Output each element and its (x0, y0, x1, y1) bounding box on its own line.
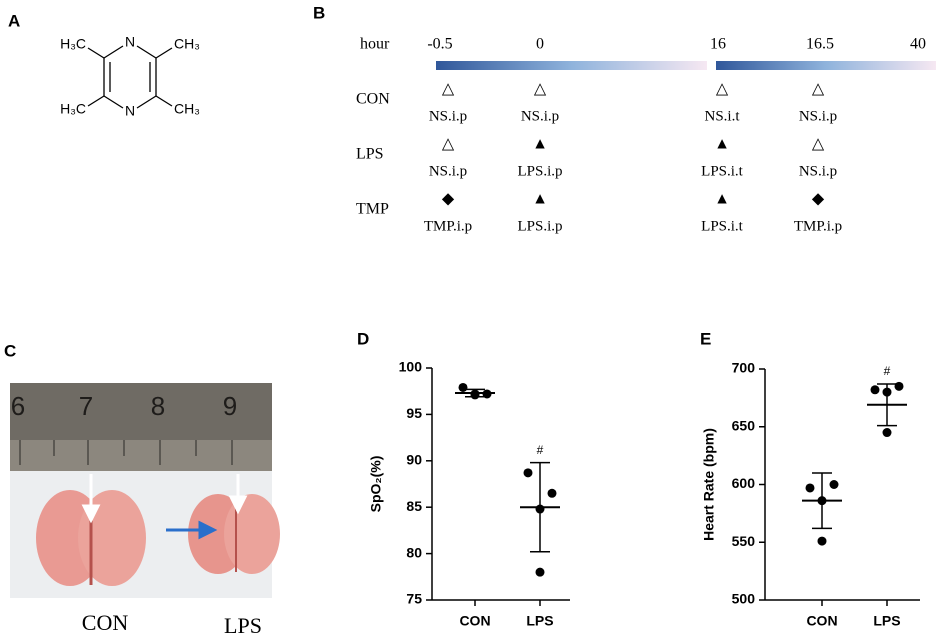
y-tick-label: 650 (732, 417, 756, 433)
group-label: CH₃ (174, 36, 200, 52)
photo-caption: CON (82, 610, 129, 635)
pyrazine-structure (87, 45, 173, 109)
data-point (535, 567, 545, 577)
atom-label: N (125, 103, 135, 119)
data-point (535, 504, 545, 514)
atom-label: N (125, 34, 135, 50)
panel-label: A (8, 11, 20, 30)
data-point (523, 468, 533, 478)
data-point (805, 483, 815, 493)
y-axis-label: Heart Rate (bpm) (701, 428, 717, 541)
row-label: CON (356, 91, 390, 108)
ruler-label: 7 (79, 391, 93, 421)
panel-label: C (4, 341, 16, 360)
y-tick-label: 90 (406, 452, 422, 468)
event-label: NS.i.t (704, 108, 740, 124)
data-point (482, 389, 492, 399)
event-symbol: ◆ (812, 191, 825, 208)
time-label: 16 (710, 36, 726, 53)
y-tick-label: 700 (732, 360, 756, 376)
ruler-label: 6 (11, 391, 25, 421)
event-label: TMP.i.p (794, 218, 842, 234)
dot-plot: 75 80 85 90 95 100 SpO₂(%) CON LPS # (368, 359, 570, 629)
lung-photo (10, 383, 280, 598)
y-axis-label: SpO₂(%) (368, 456, 384, 513)
panel-label: E (700, 329, 711, 348)
axis-label: hour (360, 36, 390, 53)
event-symbol: ▲ (532, 136, 548, 153)
event-label: LPS.i.p (517, 218, 562, 234)
event-symbol: △ (534, 81, 547, 98)
event-symbol: △ (442, 136, 455, 153)
annotation: # (884, 364, 891, 378)
time-label: 16.5 (806, 36, 834, 53)
y-tick-label: 500 (732, 591, 756, 607)
event-label: NS.i.p (521, 108, 559, 124)
event-symbol: ▲ (532, 191, 548, 208)
event-label: NS.i.p (799, 163, 837, 179)
y-tick-label: 80 (406, 544, 422, 560)
photo-caption: LPS (224, 613, 262, 638)
row-label: LPS (356, 146, 384, 163)
data-point (547, 488, 557, 498)
x-tick-label: CON (459, 613, 490, 629)
data-point (894, 381, 904, 391)
data-point (817, 536, 827, 546)
group-label: H₃C (60, 101, 86, 117)
event-symbol: △ (442, 81, 455, 98)
group-label: H₃C (60, 36, 86, 52)
panel-label: B (313, 3, 325, 22)
annotation: # (537, 443, 544, 457)
ruler-label: 8 (151, 391, 165, 421)
event-symbol: ▲ (714, 191, 730, 208)
event-label: NS.i.p (429, 163, 467, 179)
event-label: LPS.i.t (701, 163, 744, 179)
group-label: CH₃ (174, 101, 200, 117)
event-symbol: ▲ (714, 136, 730, 153)
time-label: -0.5 (427, 36, 452, 53)
event-symbol: △ (812, 136, 825, 153)
time-label: 40 (910, 36, 926, 53)
x-tick-label: CON (806, 613, 837, 629)
y-tick-label: 550 (732, 533, 756, 549)
data-point (882, 428, 892, 438)
event-label: LPS.i.p (517, 163, 562, 179)
event-label: NS.i.p (799, 108, 837, 124)
ruler-label: 9 (223, 391, 237, 421)
y-tick-label: 75 (406, 591, 422, 607)
data-point (870, 385, 880, 395)
data-point (470, 389, 480, 399)
y-tick-label: 85 (406, 498, 422, 514)
dot-plot: 500 550 600 650 700 Heart Rate (bpm) CON LPS # (701, 360, 920, 629)
y-tick-label: 95 (406, 405, 422, 421)
data-point (882, 387, 892, 397)
time-bar (436, 61, 707, 70)
x-tick-label: LPS (873, 613, 900, 629)
x-tick-label: LPS (526, 613, 553, 629)
event-symbol: ◆ (442, 191, 455, 208)
data-point (817, 496, 827, 506)
y-tick-label: 100 (399, 359, 423, 375)
event-symbol: △ (716, 81, 729, 98)
event-label: NS.i.p (429, 108, 467, 124)
time-label: 0 (536, 36, 544, 53)
event-symbol: △ (812, 81, 825, 98)
row-label: TMP (356, 201, 389, 218)
event-label: LPS.i.t (701, 218, 744, 234)
time-bar (716, 61, 936, 70)
panel-label: D (357, 329, 369, 348)
data-point (458, 382, 468, 392)
data-point (829, 480, 839, 489)
event-label: TMP.i.p (424, 218, 472, 234)
y-tick-label: 600 (732, 475, 756, 491)
